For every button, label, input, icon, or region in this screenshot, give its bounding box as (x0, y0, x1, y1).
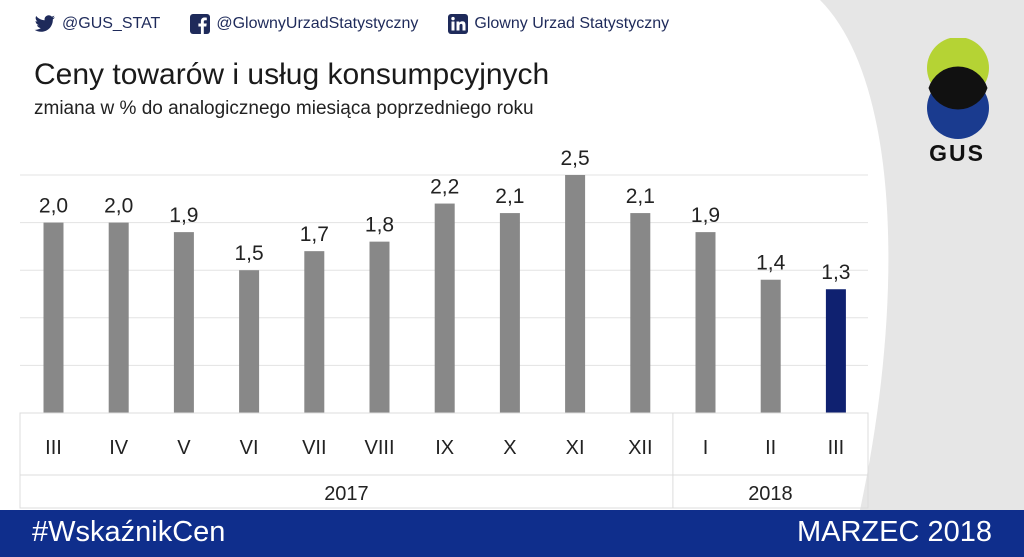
footer-hashtag: #WskaźnikCen (32, 516, 226, 548)
bar-8 (499, 213, 520, 413)
twitter-link[interactable]: @GUS_STAT (34, 15, 160, 33)
chart-subtitle: zmiana w % do analogicznego miesiąca pop… (34, 98, 534, 119)
axis-frame (19, 412, 869, 509)
category-label: VI (240, 437, 259, 459)
bars (43, 175, 846, 413)
value-label: 2,5 (560, 147, 589, 170)
category-label: V (177, 437, 191, 459)
category-label: II (765, 437, 776, 459)
value-label: 2,0 (39, 195, 68, 218)
value-label: 2,1 (626, 185, 655, 208)
logo-text: GUS (929, 140, 985, 166)
footer-bar: #WskaźnikCen MARZEC 2018 (0, 510, 1024, 557)
facebook-icon (190, 14, 211, 34)
category-label: XI (566, 437, 585, 459)
category-label: IX (435, 437, 454, 459)
bar-5 (304, 251, 325, 413)
bar-11 (695, 232, 716, 413)
bar-6 (369, 241, 390, 413)
year-label: 2018 (748, 483, 793, 505)
bar-4 (239, 270, 260, 413)
category-label: IV (109, 437, 129, 459)
gus-logo (927, 38, 989, 139)
value-label: 2,0 (104, 195, 133, 218)
category-label: VII (302, 437, 326, 459)
bar-1 (43, 222, 64, 413)
category-label: XII (628, 437, 652, 459)
value-label: 1,9 (169, 204, 198, 227)
value-label: 1,7 (300, 223, 329, 246)
bar-13 (825, 289, 846, 413)
value-labels: 2,0 2,0 1,9 1,5 1,7 1,8 2,2 2,1 2,5 2,1 1,9 1,4 1,3 (39, 147, 851, 284)
linkedin-name: Glowny Urzad Statystyczny (474, 15, 670, 32)
value-label: 1,5 (234, 242, 263, 265)
category-label: X (503, 437, 516, 459)
facebook-handle: @GlownyUrzadStatystyczny (216, 15, 419, 32)
category-label: VIII (364, 437, 394, 459)
value-label: 2,2 (430, 176, 459, 199)
value-label: 1,3 (821, 261, 850, 284)
footer-period: MARZEC 2018 (796, 516, 992, 548)
facebook-link[interactable]: @GlownyUrzadStatystyczny (190, 14, 418, 34)
social-links: @GUS_STAT @GlownyUrzadStatystyczny Glown… (34, 14, 699, 34)
year-label: 2017 (324, 483, 369, 505)
bar-3 (173, 232, 194, 413)
bar-10 (630, 213, 651, 413)
chart-title: Ceny towarów i usług konsumpcyjnych (34, 58, 550, 91)
bar-9 (565, 175, 586, 413)
value-label: 1,9 (691, 204, 720, 227)
category-label: I (703, 437, 709, 459)
category-label: III (828, 437, 845, 459)
linkedin-icon (448, 14, 469, 34)
value-label: 1,4 (756, 252, 786, 275)
bar-7 (434, 203, 455, 413)
twitter-handle: @GUS_STAT (62, 15, 161, 32)
value-label: 1,8 (365, 214, 394, 237)
category-label: III (45, 437, 62, 459)
value-label: 2,1 (495, 185, 524, 208)
bar-2 (108, 222, 129, 413)
twitter-icon (34, 15, 55, 32)
linkedin-link[interactable]: Glowny Urzad Statystyczny (448, 14, 669, 34)
bar-12 (760, 279, 781, 413)
